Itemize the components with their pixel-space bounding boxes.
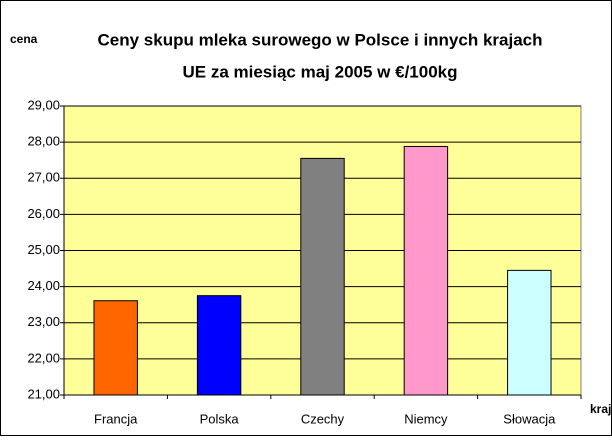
x-axis-label: kraj	[590, 402, 611, 416]
y-tick-label: 23,00	[27, 314, 60, 329]
y-axis-label: cena	[10, 32, 38, 46]
y-tick-label: 22,00	[27, 350, 60, 365]
y-tick-label: 25,00	[27, 242, 60, 257]
bar	[300, 157, 345, 396]
y-tick-label: 29,00	[27, 97, 60, 112]
chart-title: Ceny skupu mleka surowego w Polsce i inn…	[98, 30, 543, 49]
y-tick-label: 28,00	[27, 134, 60, 149]
x-tick-label: Czechy	[301, 411, 345, 426]
y-tick-label: 24,00	[27, 278, 60, 293]
x-tick-label: Niemcy	[404, 411, 448, 426]
x-tick-label: Francja	[94, 411, 138, 426]
bar	[93, 300, 138, 396]
bar	[196, 295, 242, 396]
chart-title: UE za miesiąc maj 2005 w €/100kg	[182, 62, 457, 81]
y-tick-label: 27,00	[27, 170, 60, 185]
bar	[507, 269, 552, 396]
y-tick-label: 21,00	[27, 386, 60, 401]
x-tick-label: Polska	[200, 411, 240, 426]
y-tick-label: 26,00	[27, 206, 60, 221]
x-tick-label: Słowacja	[503, 411, 556, 426]
bar	[403, 145, 449, 396]
